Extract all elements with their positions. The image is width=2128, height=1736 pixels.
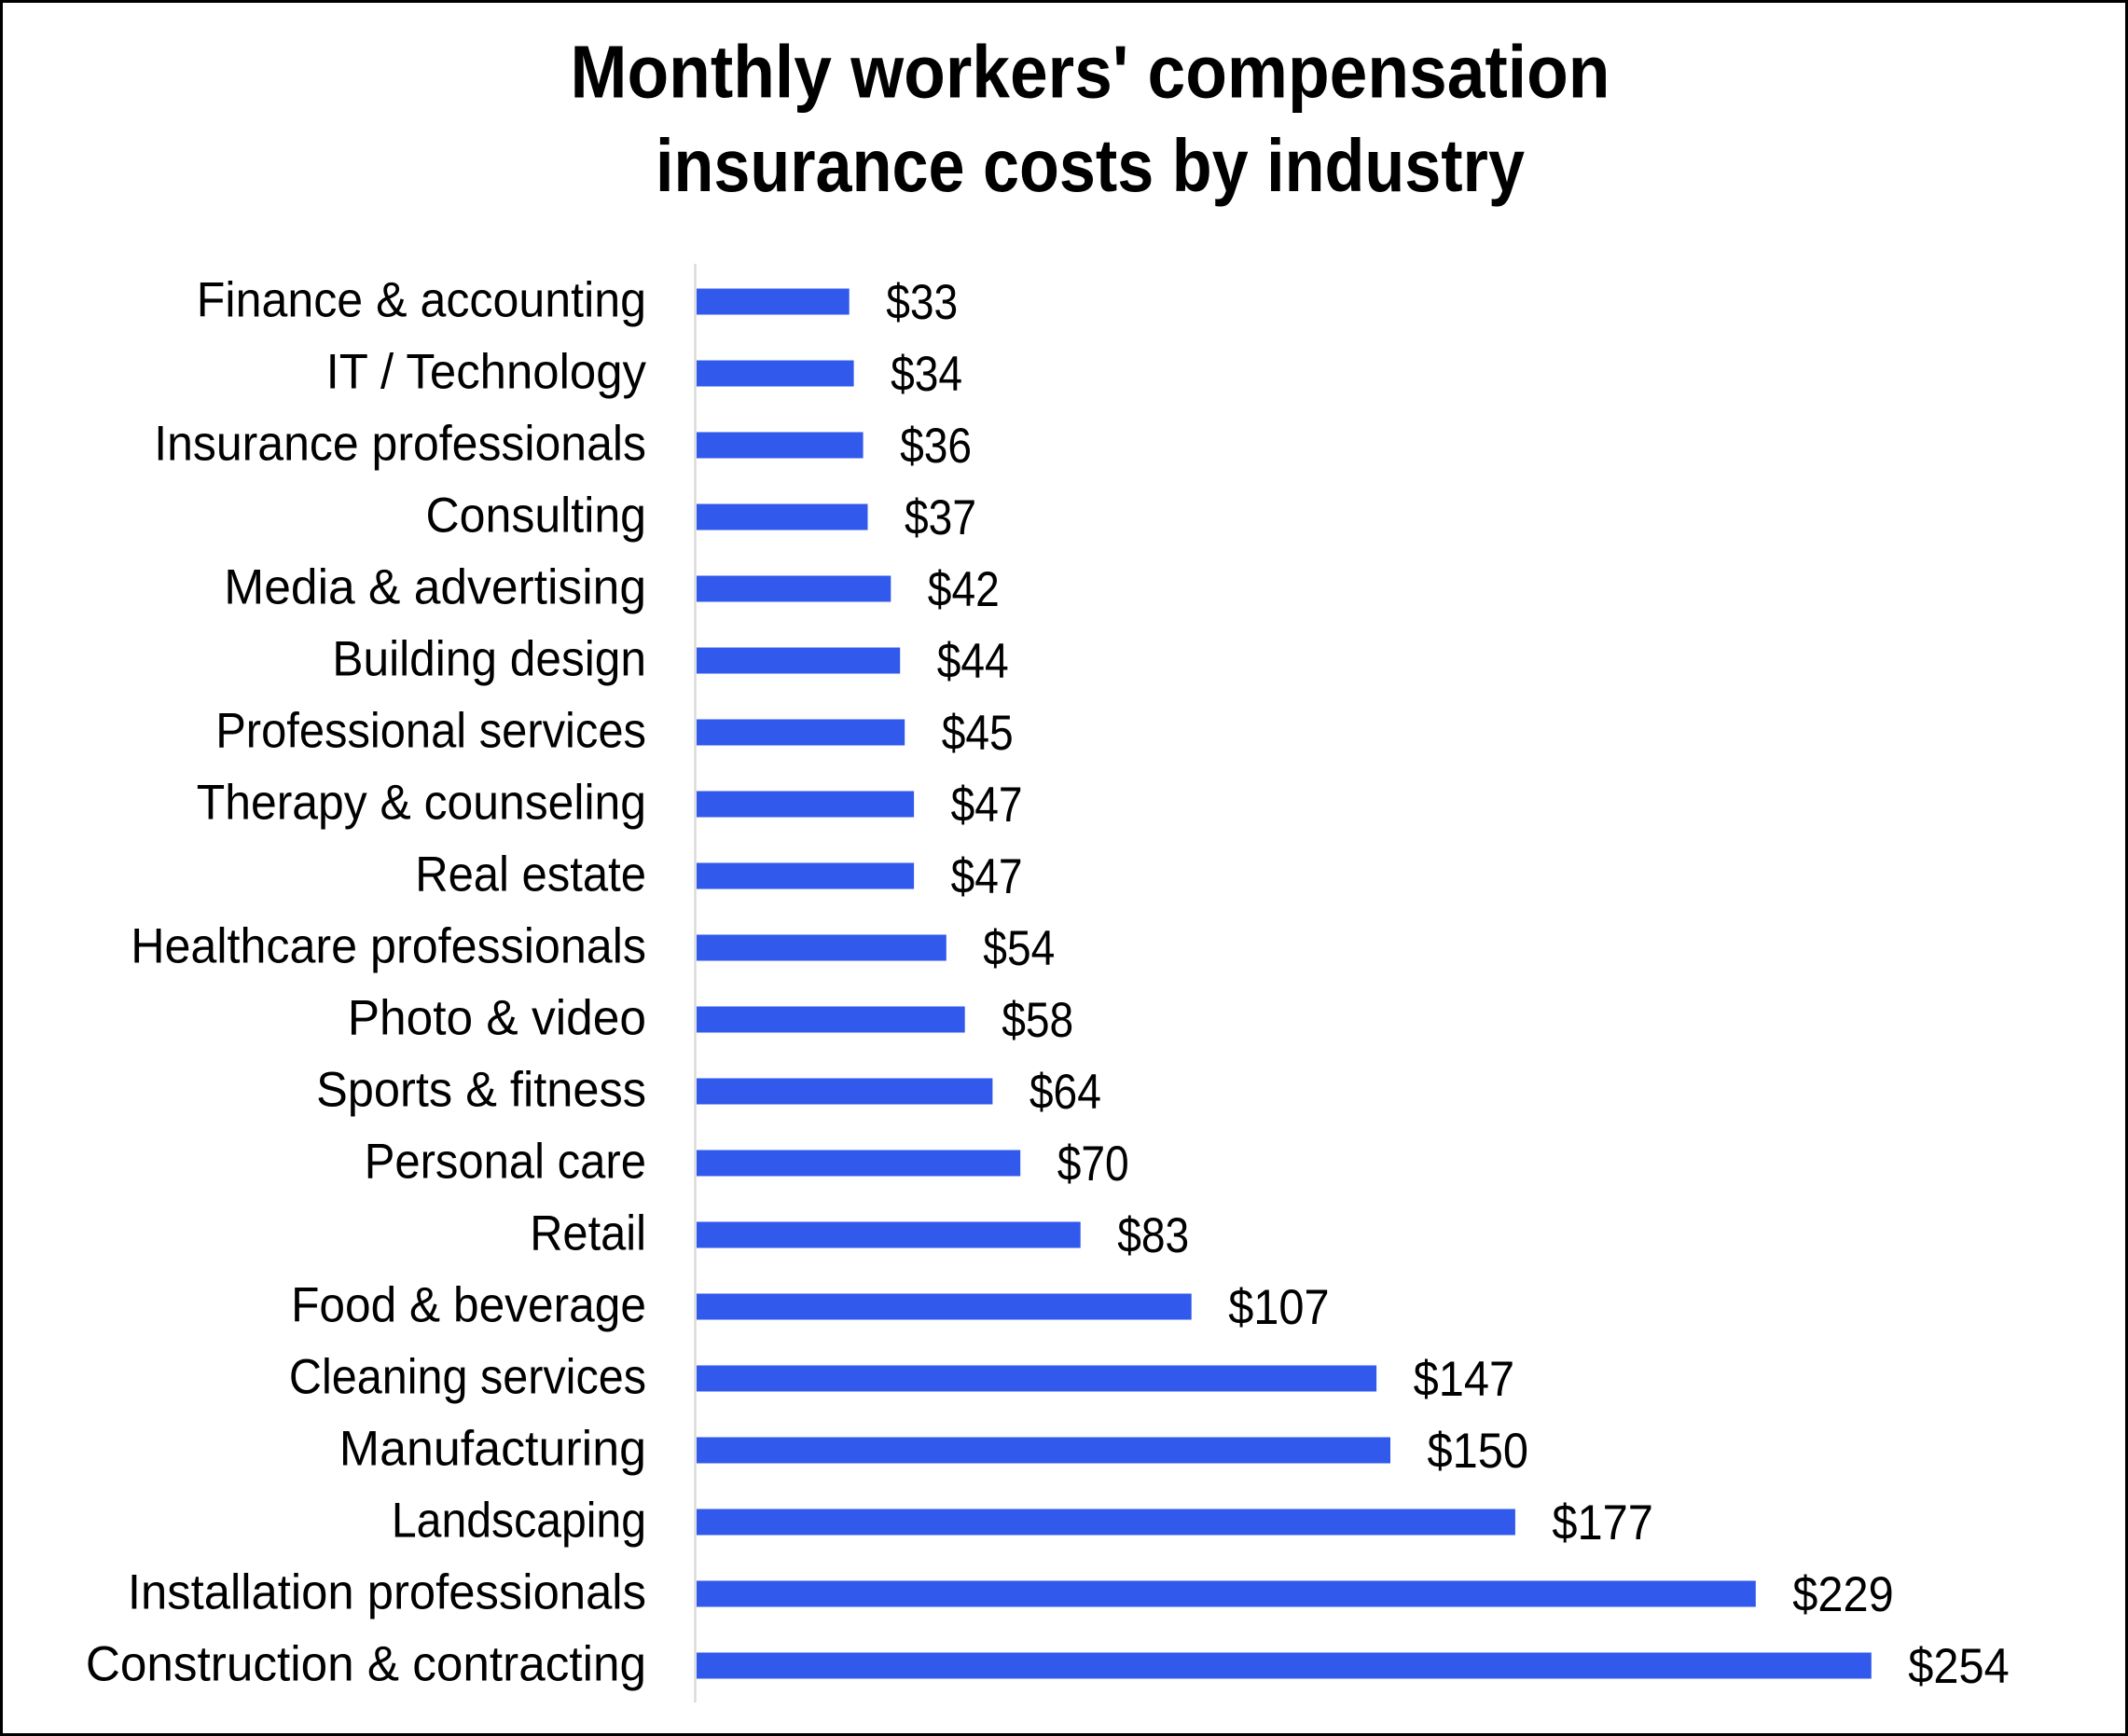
svg-text:Photo & video: Photo & video [348, 990, 646, 1045]
svg-text:Monthly workers' compensation: Monthly workers' compensation [571, 31, 1610, 114]
svg-text:$150: $150 [1428, 1424, 1529, 1479]
svg-text:Insurance professionals: Insurance professionals [154, 416, 646, 471]
svg-text:$254: $254 [1908, 1639, 2010, 1694]
svg-text:Retail: Retail [530, 1206, 646, 1261]
svg-text:$64: $64 [1029, 1065, 1101, 1120]
svg-text:Media & advertising: Media & advertising [224, 559, 646, 614]
svg-text:$177: $177 [1552, 1495, 1653, 1550]
svg-text:$42: $42 [928, 562, 1000, 617]
svg-text:Real estate: Real estate [415, 847, 646, 902]
svg-text:Manufacturing: Manufacturing [339, 1421, 646, 1476]
svg-text:IT / Technology: IT / Technology [326, 344, 647, 399]
svg-text:Cleaning services: Cleaning services [289, 1349, 646, 1404]
svg-text:Construction & contracting: Construction & contracting [86, 1636, 646, 1691]
svg-text:Food & beverage: Food & beverage [291, 1277, 646, 1332]
svg-text:$47: $47 [951, 778, 1023, 833]
svg-text:Personal care: Personal care [365, 1134, 646, 1189]
svg-text:$147: $147 [1414, 1352, 1515, 1407]
svg-text:$107: $107 [1228, 1280, 1330, 1335]
svg-text:$83: $83 [1117, 1208, 1189, 1263]
svg-text:Healthcare professionals: Healthcare professionals [131, 918, 646, 973]
svg-text:$45: $45 [942, 706, 1014, 761]
svg-text:$37: $37 [905, 490, 976, 545]
svg-text:Therapy & counseling: Therapy & counseling [197, 775, 646, 830]
svg-text:Building design: Building design [332, 631, 646, 686]
svg-text:$70: $70 [1057, 1137, 1129, 1192]
svg-text:Landscaping: Landscaping [392, 1493, 646, 1548]
svg-text:Sports & fitness: Sports & fitness [316, 1062, 646, 1117]
svg-text:$33: $33 [886, 275, 958, 330]
svg-text:Consulting: Consulting [426, 488, 647, 543]
svg-text:Finance & accounting: Finance & accounting [197, 272, 646, 327]
svg-text:$229: $229 [1792, 1567, 1894, 1622]
svg-text:$34: $34 [891, 347, 962, 402]
svg-text:$47: $47 [951, 849, 1023, 904]
svg-text:Installation professionals: Installation professionals [128, 1564, 646, 1619]
svg-text:Professional services: Professional services [215, 703, 646, 758]
svg-text:$36: $36 [900, 419, 972, 474]
svg-text:insurance costs by industry: insurance costs by industry [656, 124, 1525, 207]
svg-text:$44: $44 [937, 634, 1009, 689]
svg-text:$58: $58 [1002, 993, 1073, 1048]
svg-text:$54: $54 [983, 921, 1055, 976]
